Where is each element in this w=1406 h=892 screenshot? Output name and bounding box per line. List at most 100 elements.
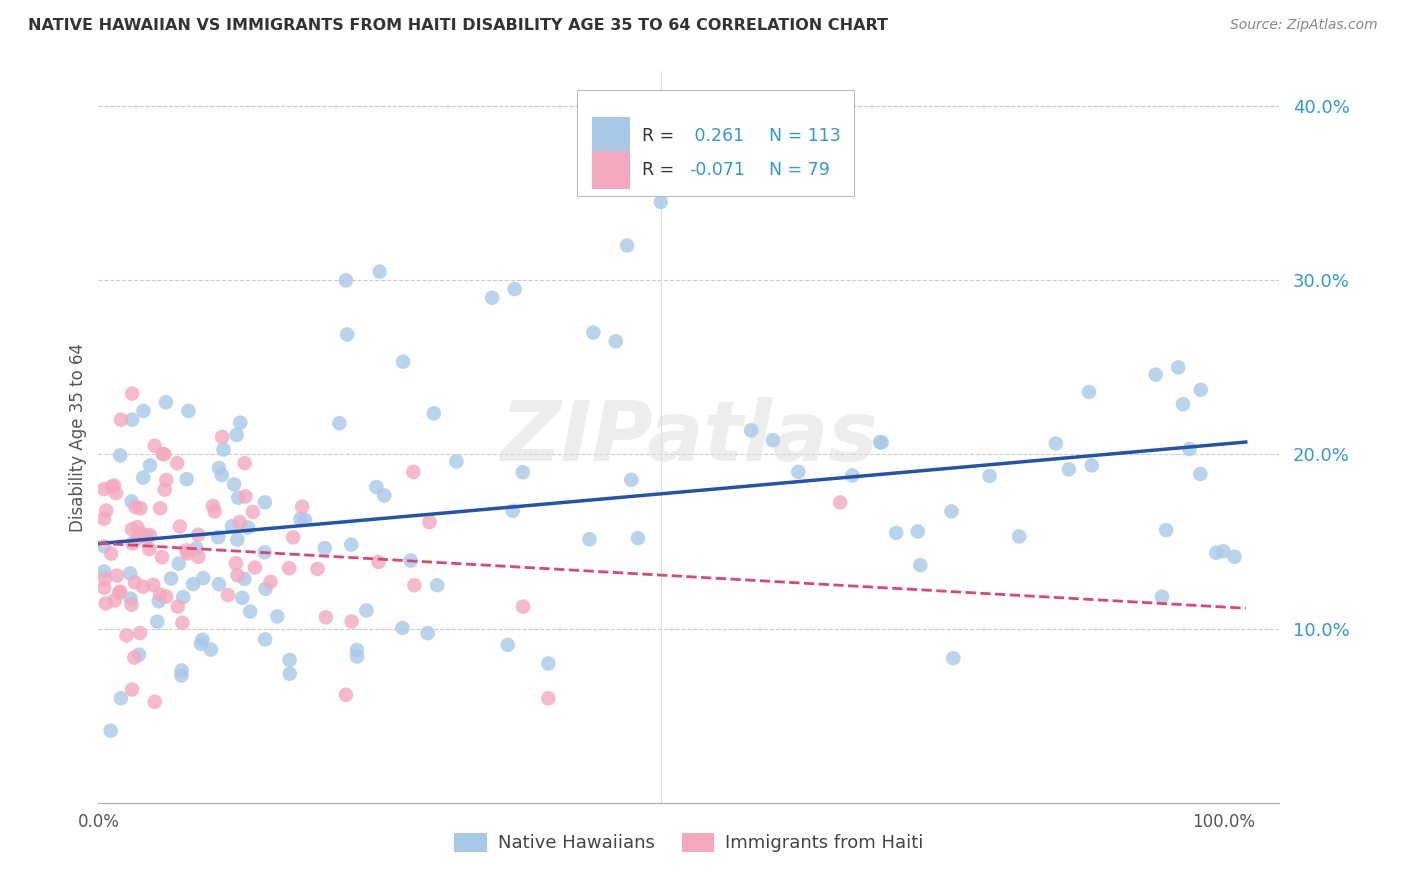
Point xyxy=(225,428,247,442)
Point xyxy=(174,543,197,558)
Point xyxy=(177,404,200,418)
Point xyxy=(243,560,266,574)
Point xyxy=(650,194,672,209)
Point xyxy=(108,585,131,599)
Point xyxy=(336,327,359,342)
Point xyxy=(146,615,169,629)
Point xyxy=(740,423,762,437)
Point xyxy=(103,478,125,492)
Point xyxy=(335,688,357,702)
Text: R =: R = xyxy=(641,127,673,145)
Point xyxy=(373,488,395,502)
Point xyxy=(181,577,204,591)
Point xyxy=(131,526,153,541)
Point xyxy=(201,499,224,513)
Point xyxy=(132,580,155,594)
Point xyxy=(96,503,118,517)
Point xyxy=(426,578,449,592)
Point xyxy=(172,615,194,630)
Point xyxy=(138,542,160,557)
Point xyxy=(391,621,413,635)
Point xyxy=(242,505,264,519)
Point xyxy=(208,461,231,475)
Point xyxy=(143,439,166,453)
Point xyxy=(176,472,198,486)
Point xyxy=(128,648,150,662)
Point xyxy=(253,545,276,559)
FancyBboxPatch shape xyxy=(592,152,630,189)
Point xyxy=(884,525,907,540)
Point xyxy=(121,494,143,508)
Point xyxy=(170,664,193,678)
Point xyxy=(1189,467,1212,481)
Point xyxy=(121,598,143,612)
Point xyxy=(187,527,209,541)
Point xyxy=(93,581,115,595)
Point xyxy=(176,546,198,560)
Point xyxy=(402,465,425,479)
Point xyxy=(129,626,152,640)
Point xyxy=(502,504,524,518)
Point xyxy=(211,468,233,483)
Point xyxy=(93,539,115,553)
Point xyxy=(423,406,446,420)
Point xyxy=(830,495,852,509)
Point xyxy=(200,642,222,657)
Point xyxy=(841,468,863,483)
Point xyxy=(132,529,155,543)
Point xyxy=(93,482,115,496)
Point xyxy=(129,501,152,516)
Point xyxy=(787,465,810,479)
Point xyxy=(496,638,519,652)
Point xyxy=(1171,397,1194,411)
Point xyxy=(1154,523,1177,537)
Text: NATIVE HAWAIIAN VS IMMIGRANTS FROM HAITI DISABILITY AGE 35 TO 64 CORRELATION CHA: NATIVE HAWAIIAN VS IMMIGRANTS FROM HAITI… xyxy=(28,18,889,33)
Point xyxy=(108,584,131,599)
Point xyxy=(399,553,422,567)
Point xyxy=(392,354,415,368)
Point xyxy=(278,666,301,681)
Point xyxy=(153,447,176,461)
Point xyxy=(1223,549,1246,564)
Point xyxy=(124,500,146,514)
Point xyxy=(105,568,128,582)
Point xyxy=(627,531,650,545)
Text: R =: R = xyxy=(641,161,673,179)
Point xyxy=(328,417,350,431)
Point xyxy=(148,594,170,608)
Point xyxy=(254,582,277,596)
Point xyxy=(121,522,143,536)
Point xyxy=(149,501,172,516)
Point xyxy=(239,605,262,619)
Point xyxy=(503,282,526,296)
Point xyxy=(910,558,932,573)
Legend: Native Hawaiians, Immigrants from Haiti: Native Hawaiians, Immigrants from Haiti xyxy=(447,826,931,860)
Point xyxy=(110,691,132,706)
Point xyxy=(979,469,1001,483)
Point xyxy=(340,615,363,629)
Point xyxy=(186,541,208,556)
Point xyxy=(121,412,143,426)
Point xyxy=(869,435,891,450)
Point xyxy=(207,530,229,544)
Point xyxy=(290,512,312,526)
Point xyxy=(1081,458,1104,473)
Point xyxy=(1212,544,1234,558)
Point xyxy=(139,528,162,542)
Point xyxy=(367,555,389,569)
Point xyxy=(93,565,115,579)
Point xyxy=(942,651,965,665)
Point xyxy=(124,575,146,590)
Point xyxy=(315,610,337,624)
Point xyxy=(100,723,122,738)
Point xyxy=(187,549,209,564)
Point xyxy=(307,562,329,576)
Point xyxy=(314,541,336,555)
Point xyxy=(346,643,368,657)
Point xyxy=(582,326,605,340)
Point xyxy=(259,574,281,589)
Point xyxy=(153,483,176,497)
Point xyxy=(233,572,256,586)
Point xyxy=(368,265,391,279)
Point xyxy=(105,486,128,500)
